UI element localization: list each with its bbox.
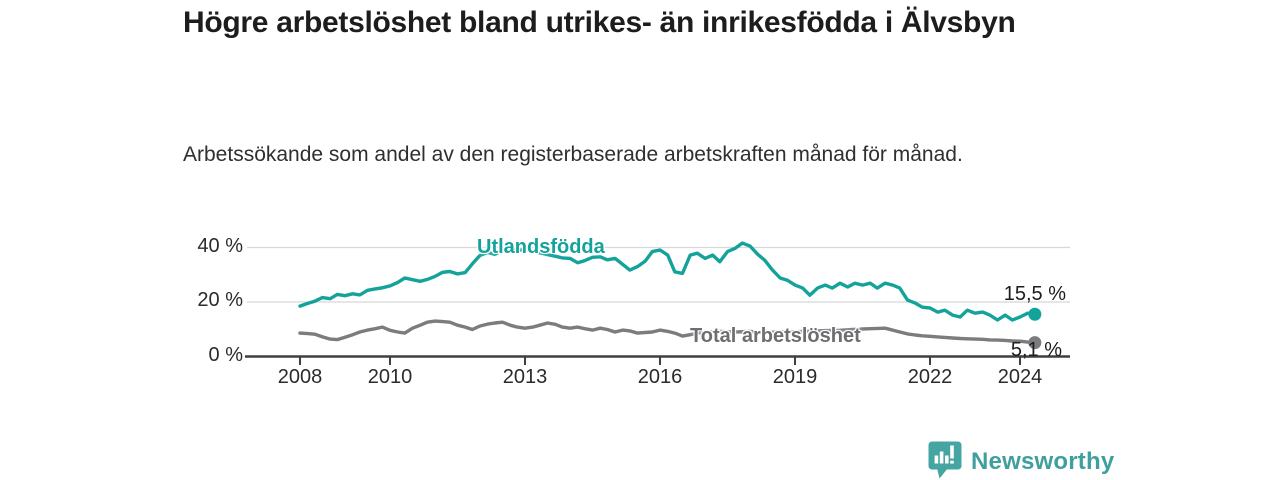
series-end-value-0: 15,5 % [1003, 283, 1066, 305]
x-tick-label: 2008 [277, 366, 323, 388]
x-tick-label: 2016 [637, 366, 683, 388]
series-end-dot-1 [1028, 336, 1042, 350]
brand-name: Newsworthy [971, 448, 1115, 475]
x-tick-label: 2013 [502, 366, 548, 388]
series-label-1: Total arbetslöshet [690, 325, 861, 347]
newsworthy-logo-icon [928, 441, 962, 479]
y-tick-label: 0 % [208, 343, 243, 366]
series-line-1 [298, 319, 1037, 345]
series-line-0 [298, 241, 1037, 322]
series-end-value-1: 5,1 % [1010, 339, 1062, 361]
x-tick-label: 2022 [907, 366, 953, 388]
page-title: Högre arbetslöshet bland utrikes- än inr… [183, 6, 1016, 39]
y-tick-label: 40 % [197, 234, 243, 257]
brand-footer: Newsworthy [928, 441, 1114, 479]
chart-subtitle: Arbetssökande som andel av den registerb… [183, 143, 963, 166]
y-tick-label: 20 % [197, 289, 243, 311]
series-label-0: Utlandsfödda [477, 236, 605, 258]
x-tick-label: 2010 [367, 366, 413, 388]
series-end-dot-0 [1028, 307, 1042, 321]
x-tick-label: 2024 [997, 366, 1043, 388]
x-tick-label: 2019 [772, 366, 818, 388]
